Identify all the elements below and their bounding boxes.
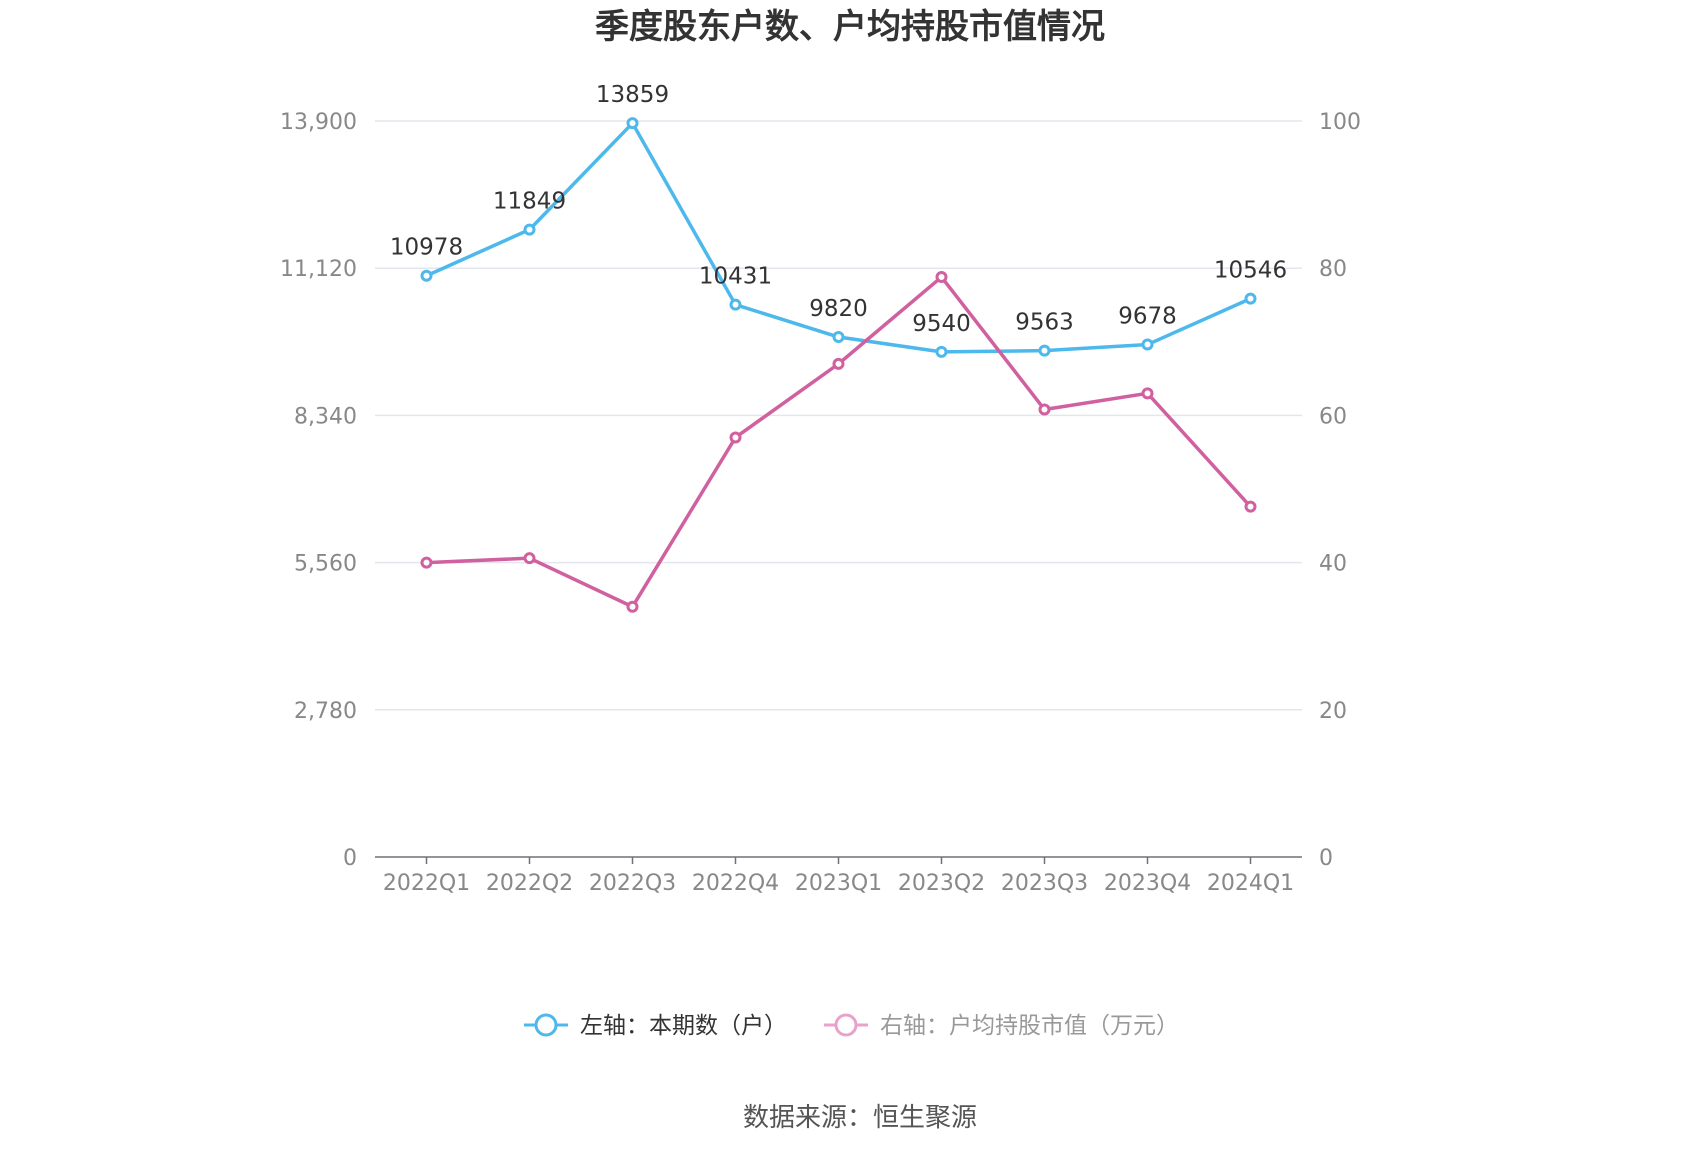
series-left bbox=[420, 117, 1257, 358]
series-left-point-1 bbox=[523, 223, 536, 236]
data-source: 数据来源：恒生聚源 bbox=[743, 1103, 977, 1133]
series-right bbox=[420, 271, 1257, 613]
series-right-point-4 bbox=[832, 357, 845, 370]
left-tick-label-1: 2,780 bbox=[294, 699, 357, 724]
series-left-point-3 bbox=[729, 298, 742, 311]
data-label-left-7: 9678 bbox=[1118, 304, 1177, 330]
right-tick-label-2: 40 bbox=[1319, 552, 1347, 577]
right-tick-label-0: 0 bbox=[1319, 846, 1333, 871]
data-label-left-8: 10546 bbox=[1214, 258, 1287, 284]
legend-item-left[interactable]: 左轴：本期数（户） bbox=[524, 1013, 787, 1039]
data-label-left-0: 10978 bbox=[390, 235, 463, 261]
legend-marker-left bbox=[534, 1013, 558, 1037]
legend-label-right: 右轴：户均持股市值（万元） bbox=[880, 1013, 1179, 1039]
data-label-left-3: 10431 bbox=[699, 264, 772, 290]
x-tick-label-2: 2022Q3 bbox=[589, 871, 676, 896]
series-left-point-0 bbox=[420, 269, 433, 282]
series-right-point-6 bbox=[1038, 403, 1051, 416]
series-right-point-0 bbox=[420, 556, 433, 569]
legend-marker-right bbox=[834, 1013, 858, 1037]
legend-item-right[interactable]: 右轴：户均持股市值（万元） bbox=[824, 1013, 1179, 1039]
data-label-left-2: 13859 bbox=[596, 82, 669, 108]
data-label-left-4: 9820 bbox=[809, 296, 868, 322]
left-tick-label-2: 5,560 bbox=[294, 552, 357, 577]
data-label-left-6: 9563 bbox=[1015, 310, 1074, 336]
series-right-point-8 bbox=[1244, 500, 1257, 513]
x-tick-label-8: 2024Q1 bbox=[1207, 871, 1294, 896]
right-tick-label-3: 60 bbox=[1319, 404, 1347, 429]
series-left-point-2 bbox=[626, 117, 639, 130]
series-left-point-6 bbox=[1038, 344, 1051, 357]
series-right-point-7 bbox=[1141, 387, 1154, 400]
series-left-point-4 bbox=[832, 331, 845, 344]
right-tick-label-5: 100 bbox=[1319, 110, 1361, 135]
right-tick-label-4: 80 bbox=[1319, 257, 1347, 282]
x-tick-label-7: 2023Q4 bbox=[1104, 871, 1191, 896]
x-tick-label-6: 2023Q3 bbox=[1001, 871, 1088, 896]
axes: 0 2,780 5,560 8,340 11,120 13,900 0 20 40 60 80 100… bbox=[280, 110, 1361, 896]
x-tick-label-4: 2023Q1 bbox=[795, 871, 882, 896]
legend[interactable]: 左轴：本期数（户） 右轴：户均持股市值（万元） bbox=[524, 1013, 1179, 1039]
series-right-point-1 bbox=[523, 552, 536, 565]
series-right-point-3 bbox=[729, 431, 742, 444]
right-tick-label-1: 20 bbox=[1319, 699, 1347, 724]
data-labels: 10978 11849 13859 10431 9820 9540 9563 9678 1054… bbox=[390, 82, 1287, 337]
series-right-point-5 bbox=[935, 271, 948, 284]
left-tick-label-3: 8,340 bbox=[294, 404, 357, 429]
left-tick-label-4: 11,120 bbox=[280, 257, 357, 282]
data-label-left-5: 9540 bbox=[912, 311, 971, 337]
series-left-point-8 bbox=[1244, 292, 1257, 305]
series-left-point-5 bbox=[935, 345, 948, 358]
x-tick-label-0: 2022Q1 bbox=[383, 871, 470, 896]
series-left-point-7 bbox=[1141, 338, 1154, 351]
x-tick-label-5: 2023Q2 bbox=[898, 871, 985, 896]
left-tick-label-5: 13,900 bbox=[280, 110, 357, 135]
series-right-point-2 bbox=[626, 600, 639, 613]
x-tick-label-1: 2022Q2 bbox=[486, 871, 573, 896]
data-label-left-1: 11849 bbox=[493, 189, 566, 215]
x-tick-label-3: 2022Q4 bbox=[692, 871, 779, 896]
legend-label-left: 左轴：本期数（户） bbox=[580, 1013, 787, 1039]
left-tick-label-0: 0 bbox=[343, 846, 357, 871]
chart-title: 季度股东户数、户均持股市值情况 bbox=[595, 7, 1105, 47]
